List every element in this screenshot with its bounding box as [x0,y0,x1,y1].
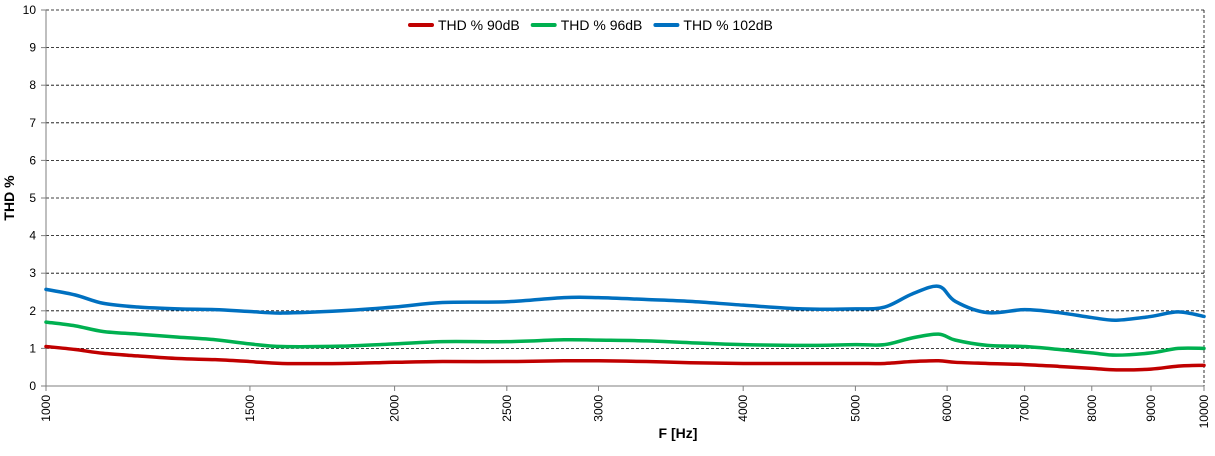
x-tick-label: 10000 [1197,395,1211,429]
y-axis-title: THD % [1,175,17,221]
y-tick-label: 9 [29,41,36,55]
x-axis-title: F [Hz] [659,425,698,441]
y-tick-label: 0 [29,379,36,393]
y-tick-label: 3 [29,266,36,280]
x-tick-label: 2500 [500,395,514,422]
y-tick-label: 1 [29,341,36,355]
x-tick-label: 6000 [940,395,954,422]
legend: THD % 90dB THD % 96dB THD % 102dB [408,17,773,33]
y-tick-label: 10 [23,3,37,17]
series-line-2 [44,284,1206,322]
y-tick-label: 6 [29,153,36,167]
y-tick-label: 5 [29,191,36,205]
x-tick-label: 2000 [388,395,402,422]
axes [45,10,1204,387]
x-tick-label: 4000 [736,395,750,422]
x-tick-labels: 1000 1500 2000 2500 3000 4000 5000 6000 7000 8000… [39,386,1211,428]
y-tick-label: 8 [29,78,36,92]
x-tick-label: 1500 [243,395,257,422]
y-tick-label: 7 [29,116,36,130]
x-tick-label: 1000 [39,395,53,422]
x-tick-label: 9000 [1144,395,1158,422]
x-tick-label: 7000 [1018,395,1032,422]
legend-label-2: THD % 102dB [683,17,772,33]
grid-lines [46,9,1205,386]
x-tick-label: 5000 [848,395,862,422]
x-tick-label: 8000 [1085,395,1099,422]
legend-label-0: THD % 90dB [438,17,520,33]
y-tick-label: 4 [29,229,36,243]
series-line-1 [44,320,1206,357]
y-tick-labels: 0 1 2 3 4 5 6 7 8 9 10 [23,3,46,393]
series-line-0 [44,344,1206,372]
series-lines [44,284,1206,372]
y-tick-label: 2 [29,304,36,318]
x-tick-label: 3000 [592,395,606,422]
legend-label-1: THD % 96dB [561,17,643,33]
